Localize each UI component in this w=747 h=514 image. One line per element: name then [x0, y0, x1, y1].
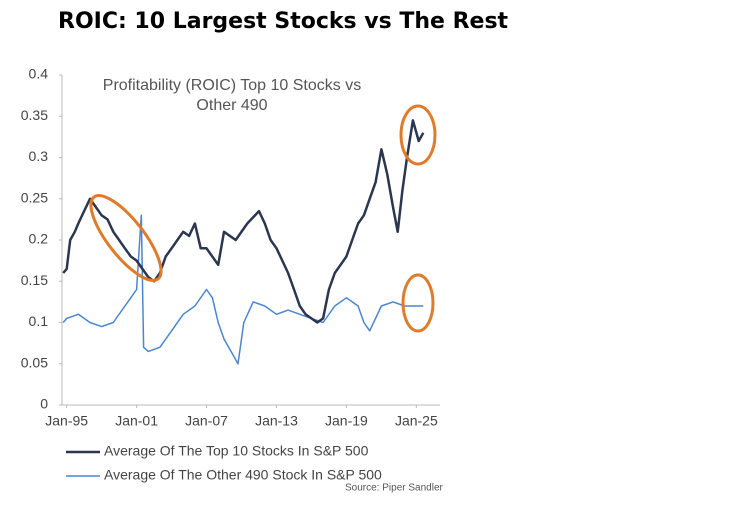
- y-tick-label: 0.2: [29, 231, 49, 247]
- highlight-ellipse: [399, 104, 437, 166]
- y-tick-label: 0.4: [29, 66, 49, 82]
- series-line: [62, 119, 425, 324]
- source-note: Source: Piper Sandler: [345, 483, 444, 494]
- x-tick-label: Jan-19: [325, 413, 368, 429]
- x-tick-label: Jan-13: [255, 413, 298, 429]
- highlight-ellipse: [401, 273, 435, 333]
- x-tick-label: Jan-07: [185, 413, 228, 429]
- chart-subtitle: Other 490: [196, 97, 267, 114]
- y-tick-label: 0.35: [21, 107, 48, 123]
- chart-title: ROIC: 10 Largest Stocks vs The Rest: [58, 9, 509, 34]
- y-tick-label: 0.1: [29, 313, 49, 329]
- x-tick-label: Jan-25: [395, 413, 438, 429]
- y-tick-label: 0.25: [21, 189, 48, 205]
- highlight-ellipse: [89, 194, 163, 282]
- y-tick-label: 0.15: [21, 272, 48, 288]
- y-tick-label: 0.3: [29, 148, 49, 164]
- legend-label: Average Of The Other 490 Stock In S&P 50…: [104, 467, 382, 483]
- x-tick-label: Jan-01: [115, 413, 158, 429]
- chart-subtitle: Profitability (ROIC) Top 10 Stocks vs: [103, 77, 361, 94]
- series-line: [62, 214, 424, 365]
- legend-label: Average Of The Top 10 Stocks In S&P 500: [104, 443, 369, 459]
- x-tick-label: Jan-95: [45, 413, 88, 429]
- y-tick-label: 0.05: [21, 354, 48, 370]
- y-tick-label: 0: [40, 396, 48, 412]
